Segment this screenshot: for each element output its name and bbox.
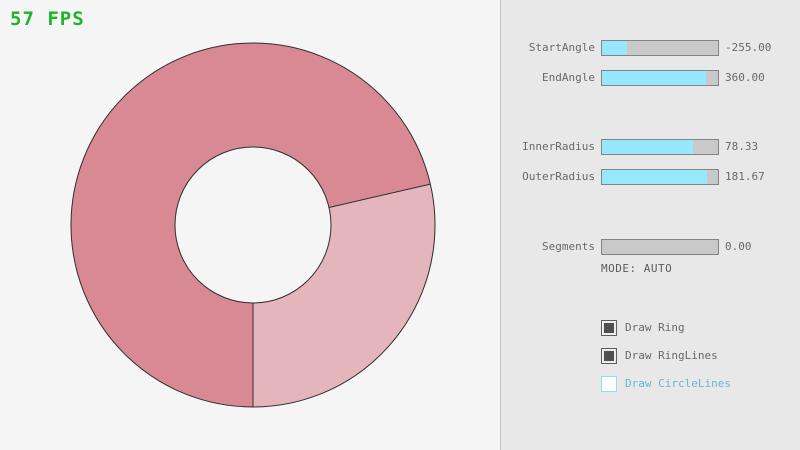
checkbox-row-draw-ringlines: Draw RingLines: [601, 348, 800, 364]
checkbox-row-draw-ring: Draw Ring: [601, 320, 800, 336]
segments-label: Segments: [542, 240, 595, 253]
draw-ring-label: Draw Ring: [625, 321, 685, 334]
outerradius-slider-fill: [602, 170, 708, 184]
controls-panel: StartAngle -255.00 EndAngle 360.00 Inner…: [500, 0, 800, 450]
draw-circlelines-checkbox[interactable]: [601, 376, 617, 392]
slider-row-segments: Segments 0.00: [501, 239, 800, 255]
startangle-value: -255.00: [725, 41, 772, 54]
fps-counter: 57 FPS: [10, 8, 85, 30]
endangle-slider-fill: [602, 71, 707, 85]
segments-value: 0.00: [725, 240, 752, 253]
innerradius-slider-fill: [602, 140, 693, 154]
demo-canvas: 57 FPS: [10, 8, 436, 408]
slider-row-endangle: EndAngle 360.00: [501, 70, 800, 86]
ring-drawing: [70, 42, 436, 408]
segments-mode-text: MODE: AUTO: [601, 262, 673, 275]
startangle-slider-fill: [602, 41, 628, 55]
checkbox-row-draw-circlelines: Draw CircleLines: [601, 376, 800, 392]
slider-row-outerradius: OuterRadius 181.67: [501, 169, 800, 185]
outerradius-slider[interactable]: [601, 169, 719, 185]
draw-circlelines-label: Draw CircleLines: [625, 377, 731, 390]
startangle-label: StartAngle: [528, 41, 595, 54]
draw-ringlines-label: Draw RingLines: [625, 349, 718, 362]
startangle-slider[interactable]: [601, 40, 719, 56]
segments-slider[interactable]: [601, 239, 719, 255]
innerradius-value: 78.33: [725, 140, 759, 153]
draw-ring-checkbox[interactable]: [601, 320, 617, 336]
outerradius-label: OuterRadius: [522, 170, 595, 183]
slider-row-innerradius: InnerRadius 78.33: [501, 139, 800, 155]
slider-row-startangle: StartAngle -255.00: [501, 40, 800, 56]
innerradius-label: InnerRadius: [522, 140, 595, 153]
endangle-slider[interactable]: [601, 70, 719, 86]
endangle-label: EndAngle: [542, 71, 595, 84]
innerradius-slider[interactable]: [601, 139, 719, 155]
outerradius-value: 181.67: [725, 170, 765, 183]
endangle-value: 360.00: [725, 71, 765, 84]
draw-ringlines-checkbox[interactable]: [601, 348, 617, 364]
